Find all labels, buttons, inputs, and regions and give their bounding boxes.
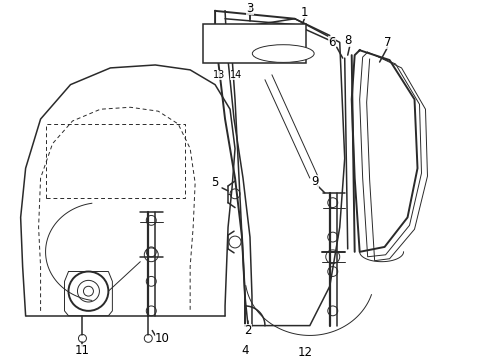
Text: 6: 6: [328, 36, 336, 49]
Text: 9: 9: [311, 175, 318, 188]
Text: 8: 8: [344, 34, 351, 47]
Text: 10: 10: [155, 332, 170, 345]
Text: 11: 11: [75, 344, 90, 357]
Text: 12: 12: [297, 346, 312, 359]
Text: 4: 4: [241, 344, 249, 357]
Bar: [203, 24, 306, 63]
Text: 2: 2: [244, 324, 252, 337]
Text: 5: 5: [211, 176, 219, 189]
Text: 14: 14: [230, 70, 243, 80]
Text: 13: 13: [213, 70, 225, 80]
Text: 7: 7: [384, 36, 392, 49]
Text: 3: 3: [246, 3, 254, 15]
Text: 1: 1: [301, 6, 309, 19]
Ellipse shape: [252, 45, 314, 62]
